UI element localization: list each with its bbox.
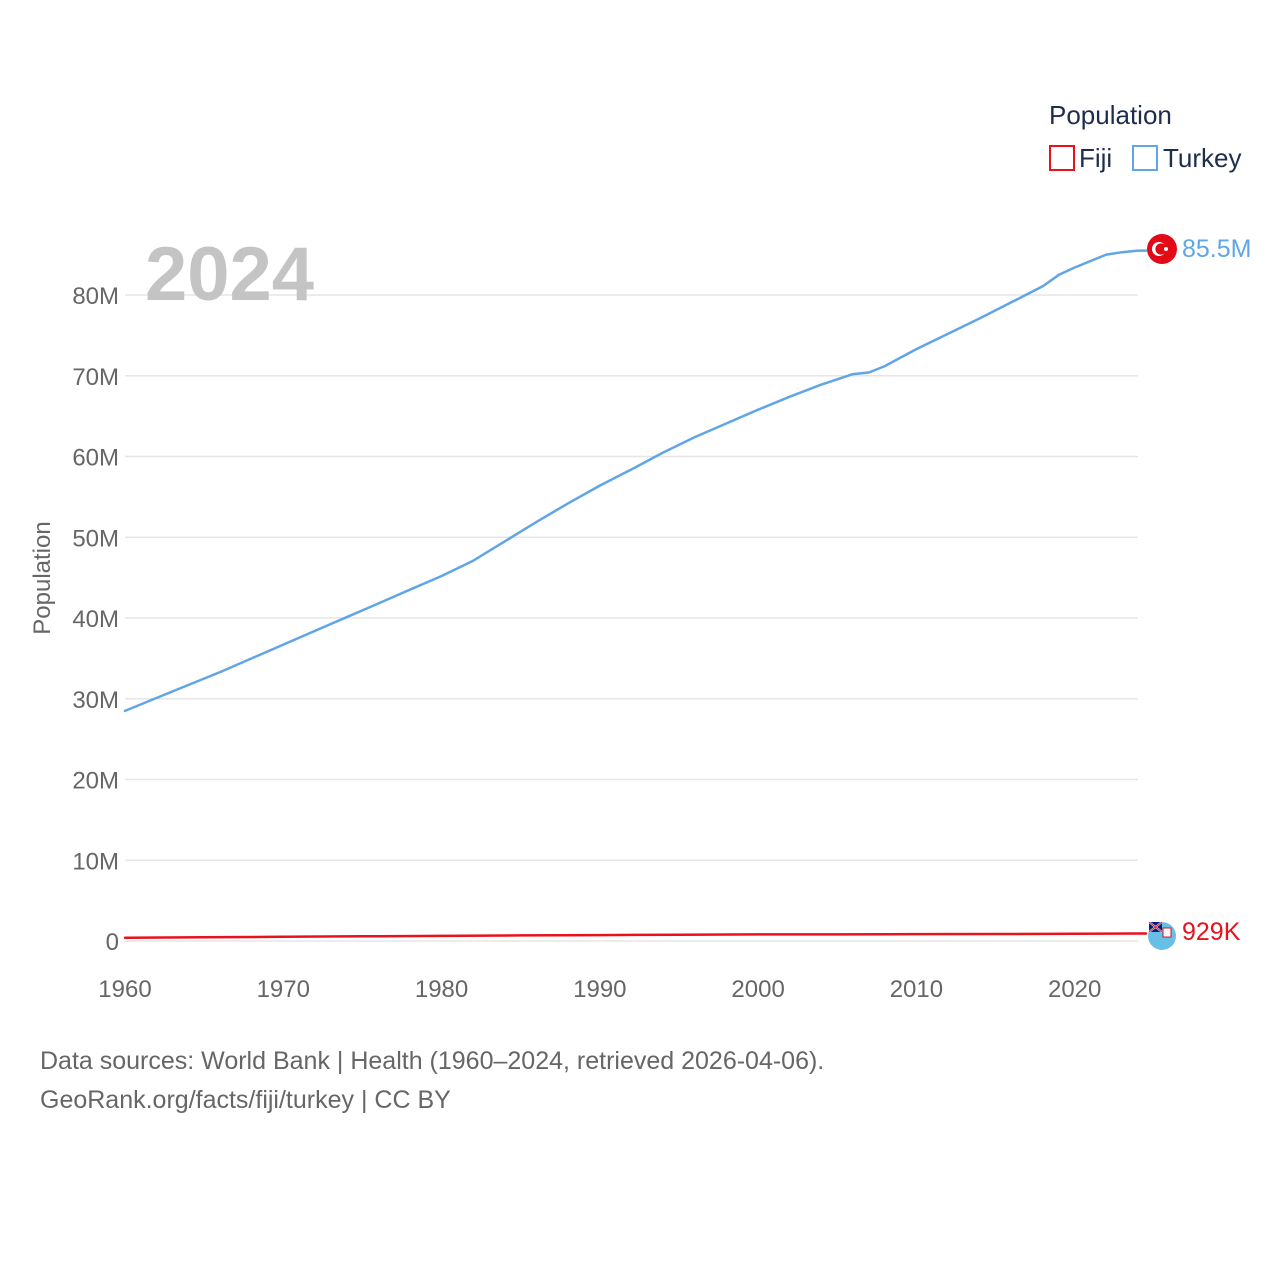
x-tick-label: 1960 <box>98 976 151 1003</box>
y-tick-label: 70M <box>72 364 119 391</box>
y-tick-label: 0 <box>106 929 119 956</box>
x-tick-label: 2010 <box>890 976 943 1003</box>
legend-swatch-fiji <box>1049 145 1075 171</box>
current-year-label: 2024 <box>145 232 314 317</box>
x-tick-label: 1970 <box>257 976 310 1003</box>
legend-title: Population <box>1049 100 1172 130</box>
y-tick-label: 10M <box>72 848 119 875</box>
legend: Population Fiji Turkey <box>1049 100 1242 173</box>
series-lines <box>123 249 1148 940</box>
y-tick-label: 80M <box>72 283 119 310</box>
x-tick-label: 2020 <box>1048 976 1101 1003</box>
y-tick-label: 60M <box>72 445 119 472</box>
y-tick-label: 20M <box>72 768 119 795</box>
x-tick-label: 1990 <box>573 976 626 1003</box>
legend-item-fiji[interactable]: Fiji <box>1049 143 1112 173</box>
fiji-end-label: 929K <box>1182 918 1241 946</box>
y-axis-title: Population <box>29 521 56 634</box>
legend-item-turkey[interactable]: Turkey <box>1132 143 1242 173</box>
legend-swatch-turkey <box>1132 145 1158 171</box>
legend-label-turkey: Turkey <box>1163 143 1242 173</box>
fiji-flag-icon <box>1148 921 1176 950</box>
y-tick-label: 30M <box>72 687 119 714</box>
y-tick-label: 40M <box>72 606 119 633</box>
y-axis-ticks: 0 10M 20M 30M 40M 50M 60M 70M 80M <box>72 283 119 956</box>
series-line-fiji <box>123 932 1148 940</box>
x-axis-ticks: 1960 1970 1980 1990 2000 2010 2020 <box>98 976 1101 1003</box>
y-tick-label: 50M <box>72 525 119 552</box>
source-note: Data sources: World Bank | Health (1960–… <box>40 1047 825 1075</box>
attribution-link[interactable]: GeoRank.org/facts/fiji/turkey | CC BY <box>40 1086 451 1114</box>
x-tick-label: 2000 <box>731 976 784 1003</box>
data-source-footer: Data sources: World Bank | Health (1960–… <box>40 1042 824 1120</box>
legend-label-fiji: Fiji <box>1079 143 1112 173</box>
series-line-turkey <box>123 249 1148 713</box>
x-tick-label: 1980 <box>415 976 468 1003</box>
turkey-end-label: 85.5M <box>1182 235 1251 263</box>
gridlines <box>125 294 1138 942</box>
turkey-flag-icon <box>1147 234 1177 264</box>
